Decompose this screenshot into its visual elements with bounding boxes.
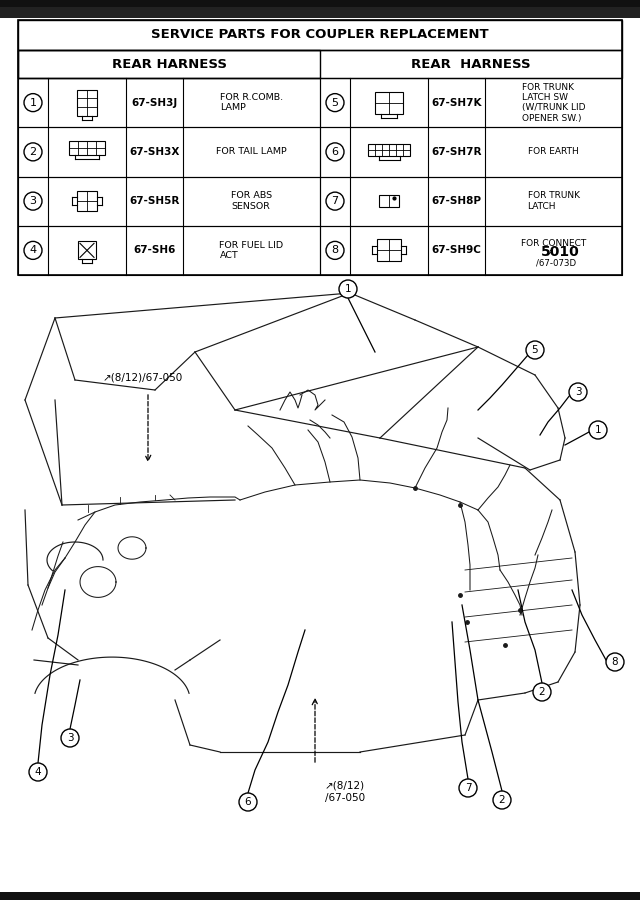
Text: FOR ABS
SENSOR: FOR ABS SENSOR	[231, 192, 272, 211]
Text: 6: 6	[244, 797, 252, 807]
Text: FOR CONNECT: FOR CONNECT	[521, 238, 586, 248]
Text: 5: 5	[332, 97, 339, 108]
Bar	[320, 127, 622, 176]
Circle shape	[459, 779, 477, 797]
Text: 5010: 5010	[541, 246, 580, 259]
Bar	[377, 239, 401, 261]
Text: ↗(8/12): ↗(8/12)	[325, 780, 365, 790]
Circle shape	[24, 192, 42, 210]
Text: 2: 2	[539, 687, 545, 697]
Circle shape	[339, 280, 357, 298]
Text: 67-SH3X: 67-SH3X	[129, 147, 180, 157]
Text: 3: 3	[575, 387, 581, 397]
Bar	[78, 241, 96, 259]
Text: 67-SH3J: 67-SH3J	[131, 97, 178, 108]
Circle shape	[239, 793, 257, 811]
Text: 8: 8	[612, 657, 618, 667]
Circle shape	[24, 241, 42, 259]
Text: 1: 1	[345, 284, 351, 294]
Text: 6: 6	[332, 147, 339, 157]
Text: 7: 7	[332, 196, 339, 206]
Bar	[18, 226, 320, 275]
Text: FOR TRUNK
LATCH SW
(W/TRUNK LID
OPENER SW.): FOR TRUNK LATCH SW (W/TRUNK LID OPENER S…	[522, 83, 585, 122]
Bar	[18, 127, 320, 176]
Text: 4: 4	[35, 767, 42, 777]
Text: 67-SH7K: 67-SH7K	[431, 97, 482, 108]
Text: ↗(8/12)/67-050: ↗(8/12)/67-050	[103, 373, 183, 383]
Text: 3: 3	[67, 733, 74, 743]
Bar	[320, 176, 622, 226]
Text: 5: 5	[532, 345, 538, 355]
Bar	[77, 191, 97, 211]
Bar	[368, 144, 410, 156]
Text: ↗: ↗	[545, 248, 554, 258]
Circle shape	[533, 683, 551, 701]
Text: 4: 4	[29, 246, 36, 256]
Circle shape	[24, 94, 42, 112]
Text: 67-SH7R: 67-SH7R	[431, 147, 482, 157]
Bar	[77, 90, 97, 115]
Circle shape	[326, 192, 344, 210]
Bar	[0, 0, 640, 7]
Bar	[375, 92, 403, 113]
Text: FOR EARTH: FOR EARTH	[528, 148, 579, 157]
Bar	[18, 176, 320, 226]
Circle shape	[326, 94, 344, 112]
Text: 2: 2	[29, 147, 36, 157]
Circle shape	[24, 143, 42, 161]
Bar	[18, 20, 622, 50]
Text: 1: 1	[29, 97, 36, 108]
Bar	[0, 892, 640, 900]
Circle shape	[569, 383, 587, 401]
Text: FOR R.COMB.
LAMP: FOR R.COMB. LAMP	[220, 93, 283, 112]
Text: 7: 7	[465, 783, 471, 793]
Text: SERVICE PARTS FOR COUPLER REPLACEMENT: SERVICE PARTS FOR COUPLER REPLACEMENT	[151, 29, 489, 41]
Circle shape	[29, 763, 47, 781]
Bar	[0, 0, 640, 18]
Text: /67-050: /67-050	[325, 793, 365, 803]
Circle shape	[606, 653, 624, 671]
Bar	[379, 195, 399, 207]
Bar	[320, 78, 622, 127]
Bar	[320, 226, 622, 275]
Circle shape	[61, 729, 79, 747]
Text: 3: 3	[29, 196, 36, 206]
Text: 1: 1	[595, 425, 602, 435]
Bar	[18, 50, 622, 78]
Circle shape	[493, 791, 511, 809]
Bar	[69, 141, 105, 155]
Bar	[18, 50, 320, 78]
Text: 67-SH6: 67-SH6	[133, 246, 176, 256]
Circle shape	[326, 241, 344, 259]
Text: FOR TRUNK
LATCH: FOR TRUNK LATCH	[527, 192, 579, 211]
Circle shape	[526, 341, 544, 359]
Bar	[18, 20, 622, 275]
Text: 67-SH9C: 67-SH9C	[431, 246, 481, 256]
Text: REAR HARNESS: REAR HARNESS	[111, 58, 227, 70]
Bar	[18, 78, 320, 127]
Text: /67-073D: /67-073D	[536, 259, 577, 268]
Text: REAR  HARNESS: REAR HARNESS	[411, 58, 531, 70]
Circle shape	[326, 143, 344, 161]
Text: FOR TAIL LAMP: FOR TAIL LAMP	[216, 148, 287, 157]
Text: FOR FUEL LID
ACT: FOR FUEL LID ACT	[220, 240, 284, 260]
Circle shape	[589, 421, 607, 439]
Text: 2: 2	[499, 795, 506, 805]
Text: 67-SH5R: 67-SH5R	[129, 196, 180, 206]
Text: 8: 8	[332, 246, 339, 256]
Text: 67-SH8P: 67-SH8P	[431, 196, 481, 206]
